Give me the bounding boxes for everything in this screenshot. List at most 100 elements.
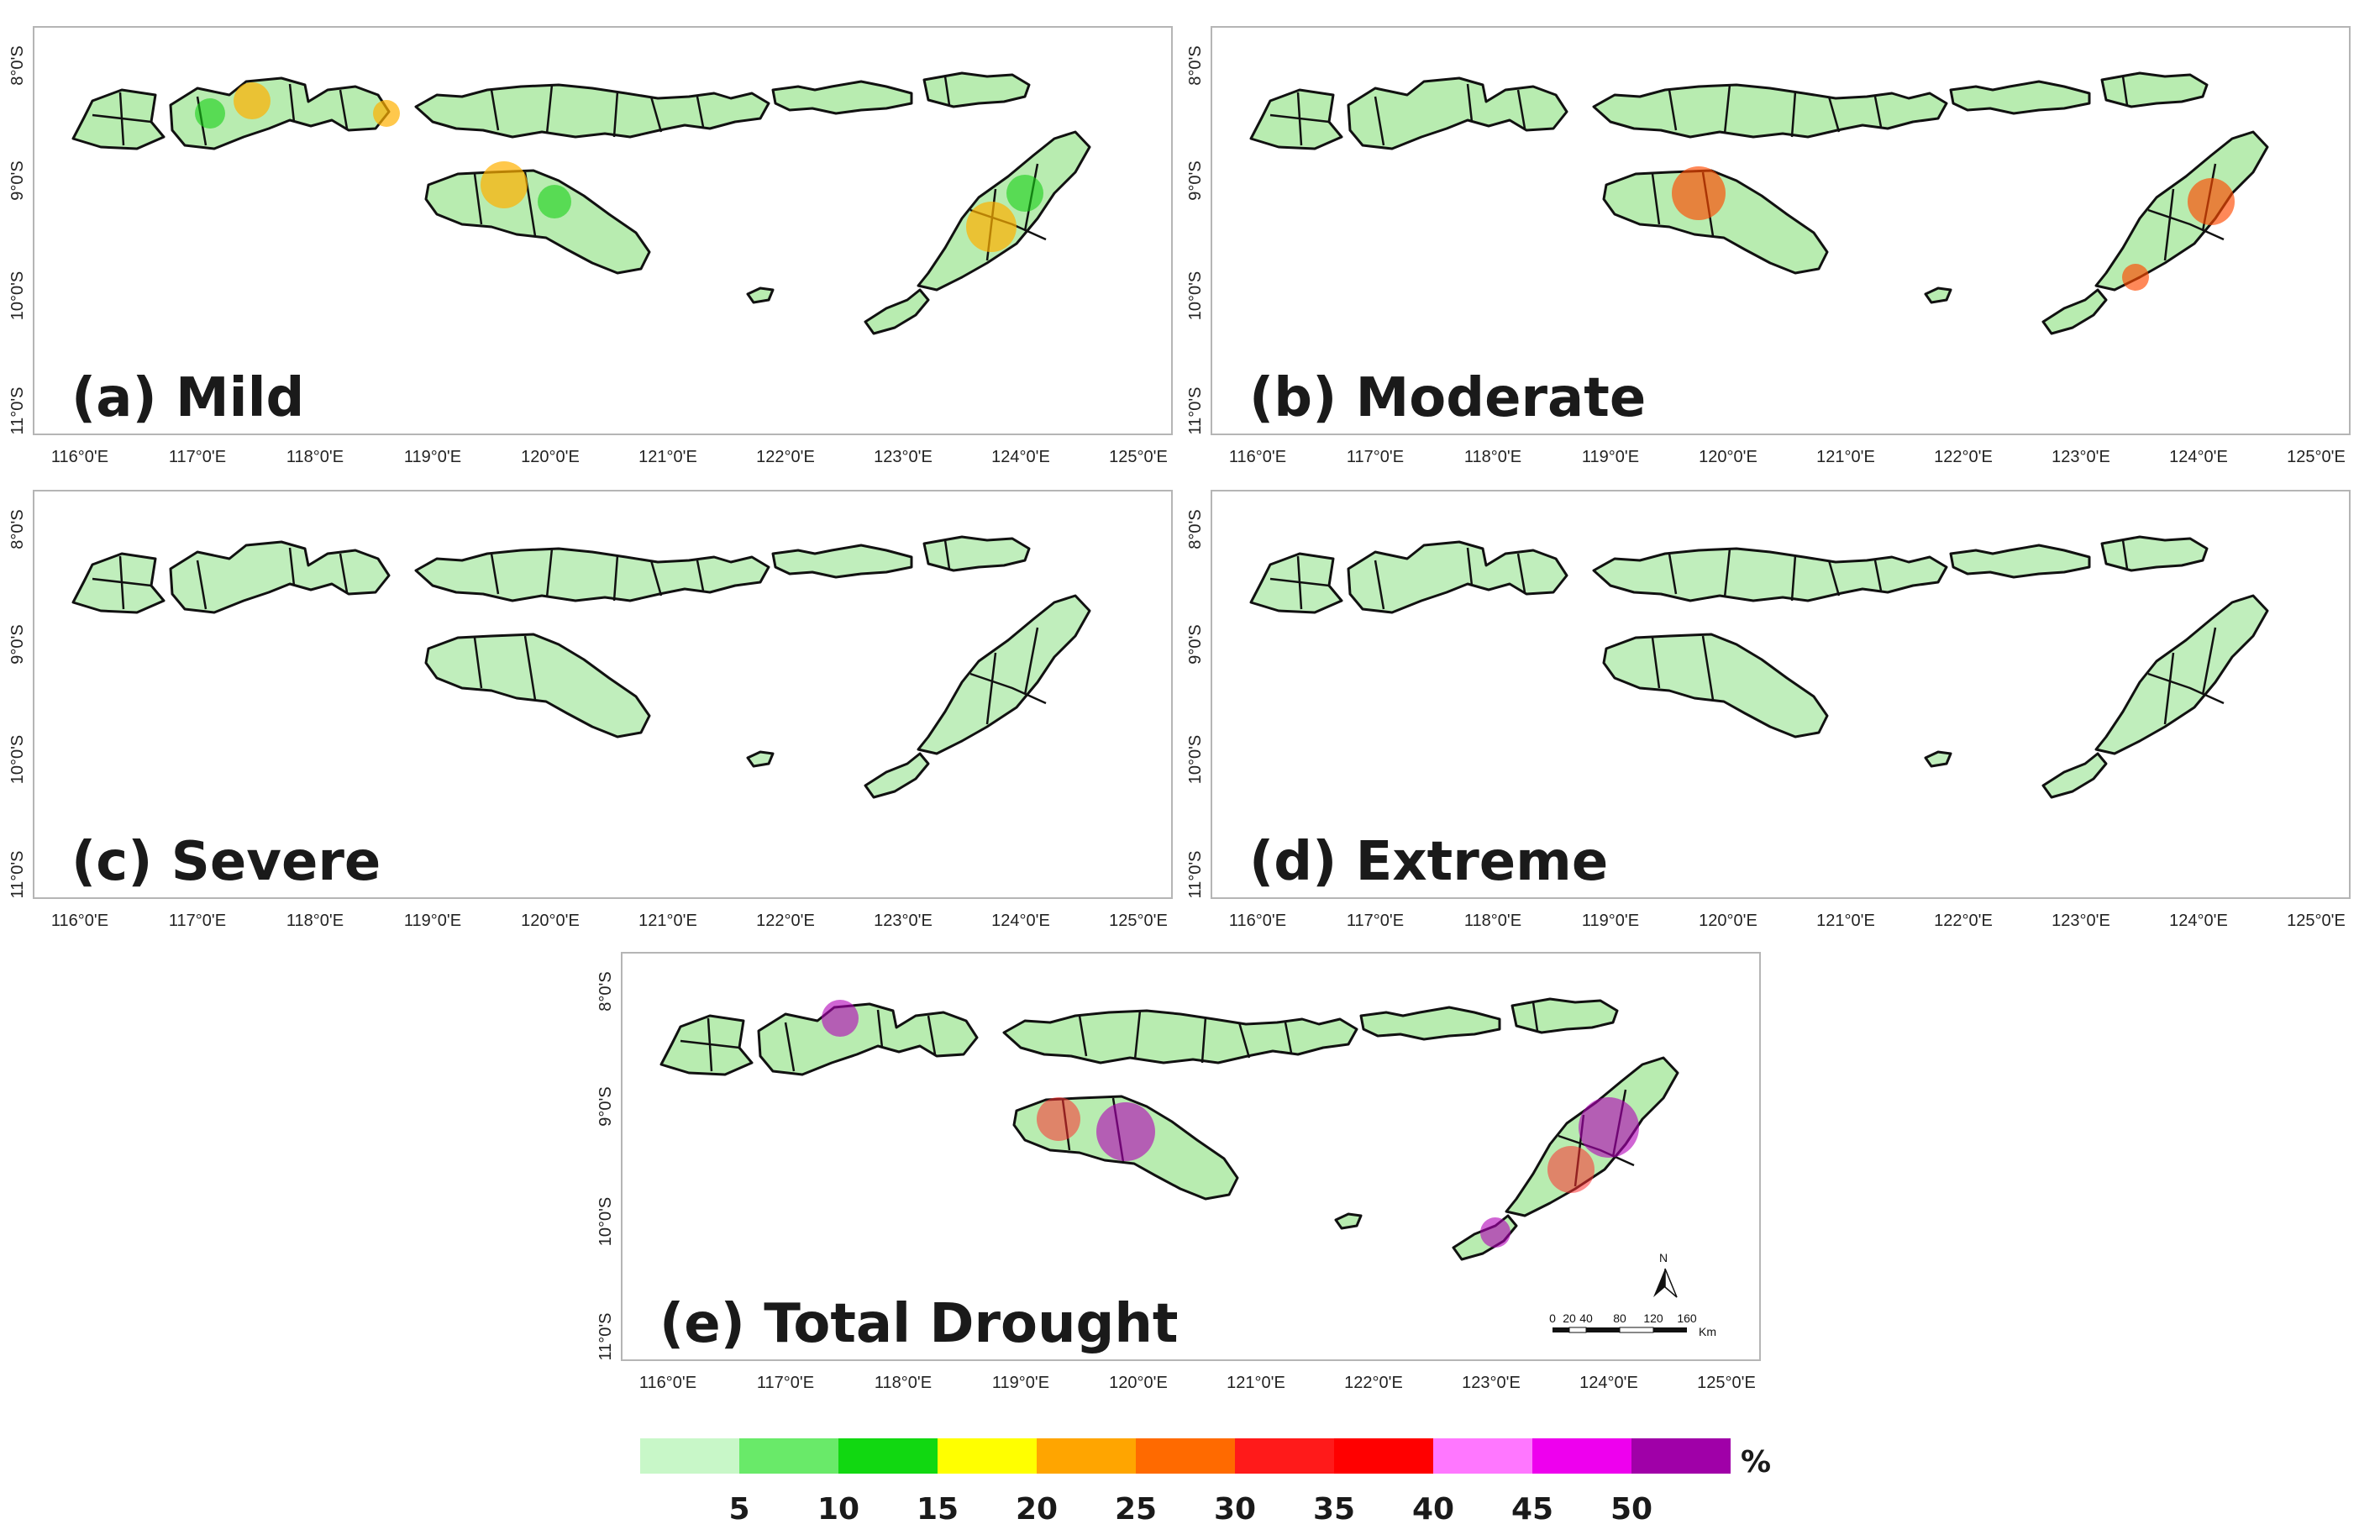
panel-c: (c) Severe [33,490,1173,899]
lat-tick-label: 11°0'S [596,1312,615,1360]
lon-tick-label: 122°0'E [756,912,815,930]
legend-tick-label: 30 [1214,1492,1256,1527]
lon-tick-label: 123°0'E [874,912,933,930]
lat-tick-label: 10°0'S [8,735,27,785]
lon-tick-label: 122°0'E [756,448,815,466]
lon-tick-label: 122°0'E [1934,912,1993,930]
lon-tick-label: 120°0'E [521,448,580,466]
north-arrow: N [1653,1251,1678,1298]
legend-swatch [838,1438,938,1474]
legend-swatch [739,1438,838,1474]
lon-tick-label: 119°0'E [1582,448,1639,466]
lon-tick-label: 121°0'E [1816,448,1875,466]
lon-tick-label: 120°0'E [521,912,580,930]
lon-tick-label: 118°0'E [286,448,344,466]
legend-tick-label: 10 [817,1492,859,1527]
legend-swatch [1235,1438,1334,1474]
lon-tick-label: 119°0'E [404,912,461,930]
legend-swatch [640,1438,739,1474]
panel-a: (a) Mild [33,26,1173,435]
lon-tick-label: 116°0'E [639,1374,696,1392]
panel-d-label: (d) Extreme [1249,831,1608,893]
lon-tick-label: 116°0'E [51,448,108,466]
scale-label: 80 [1613,1311,1626,1325]
lon-tick-label: 124°0'E [1579,1374,1638,1392]
lon-tick-label: 121°0'E [638,912,697,930]
lon-tick-label: 117°0'E [757,1374,814,1392]
legend-tick-label: 50 [1610,1492,1652,1527]
scale-unit: Km [1699,1325,1716,1338]
lon-tick-label: 125°0'E [1109,448,1168,466]
legend: 5 10 15 20 25 30 35 40 45 50 % [640,1438,1771,1527]
lon-tick-label: 120°0'E [1699,448,1757,466]
panel-d: (d) Extreme [1211,490,2351,899]
panel-c-label: (c) Severe [71,831,381,893]
lon-tick-label: 124°0'E [991,912,1050,930]
lat-tick-label: 9°0'S [8,624,27,664]
lon-tick-label: 118°0'E [1464,448,1521,466]
lat-tick-label: 9°0'S [1186,624,1205,664]
lat-tick-label: 9°0'S [1186,160,1205,200]
lon-tick-label: 117°0'E [169,448,226,466]
legend-unit: % [1741,1445,1771,1480]
lat-tick-label: 10°0'S [1186,271,1205,321]
scale-label: 160 [1677,1311,1697,1325]
lat-tick-label: 10°0'S [1186,735,1205,785]
lon-tick-label: 124°0'E [991,448,1050,466]
legend-tick-label: 5 [728,1492,749,1527]
scale-label: 0 [1549,1311,1556,1325]
lon-tick-label: 122°0'E [1344,1374,1403,1392]
lat-tick-label: 8°0'S [1186,509,1205,549]
lon-tick-label: 120°0'E [1699,912,1757,930]
lon-tick-label: 116°0'E [1229,912,1286,930]
legend-tick-label: 40 [1412,1492,1454,1527]
legend-swatch [938,1438,1037,1474]
legend-tick-label: 25 [1115,1492,1157,1527]
lat-tick-label: 8°0'S [8,45,27,85]
lat-tick-label: 9°0'S [8,160,27,200]
lon-tick-label: 124°0'E [2169,912,2228,930]
legend-tick-label: 15 [917,1492,959,1527]
lon-tick-label: 117°0'E [1347,448,1404,466]
lon-tick-label: 118°0'E [286,912,344,930]
legend-swatch [1037,1438,1136,1474]
legend-tick-label: 45 [1511,1492,1553,1527]
lon-tick-label: 123°0'E [1462,1374,1521,1392]
lon-tick-label: 116°0'E [1229,448,1286,466]
panel-e-label: (e) Total Drought [659,1293,1179,1355]
panel-b: (b) Moderate [1211,26,2351,435]
lon-tick-label: 123°0'E [874,448,933,466]
lon-tick-label: 118°0'E [1464,912,1521,930]
lon-tick-label: 121°0'E [1816,912,1875,930]
lon-tick-label: 122°0'E [1934,448,1993,466]
lon-tick-label: 125°0'E [2287,448,2346,466]
svg-text:N: N [1659,1251,1668,1264]
lat-tick-label: 10°0'S [8,271,27,321]
lon-tick-label: 123°0'E [2052,912,2110,930]
legend-swatch [1136,1438,1235,1474]
lon-tick-label: 119°0'E [404,448,461,466]
lon-tick-label: 117°0'E [169,912,226,930]
lon-tick-label: 121°0'E [1227,1374,1285,1392]
scale-label: 40 [1579,1311,1593,1325]
lon-tick-label: 118°0'E [875,1374,932,1392]
scale-label: 20 [1563,1311,1576,1325]
lon-tick-label: 119°0'E [1582,912,1639,930]
lon-tick-label: 116°0'E [51,912,108,930]
lat-tick-label: 8°0'S [596,971,615,1011]
panel-a-label: (a) Mild [71,367,304,429]
lat-tick-label: 10°0'S [596,1197,615,1247]
legend-swatch [1433,1438,1532,1474]
lat-tick-label: 11°0'S [8,386,27,434]
legend-swatch [1631,1438,1731,1474]
lat-tick-label: 11°0'S [1186,850,1205,898]
lon-tick-label: 125°0'E [1697,1374,1756,1392]
lat-tick-label: 8°0'S [1186,45,1205,85]
lat-tick-label: 11°0'S [8,850,27,898]
lat-tick-label: 8°0'S [8,509,27,549]
lat-tick-label: 11°0'S [1186,386,1205,434]
lon-tick-label: 120°0'E [1109,1374,1168,1392]
